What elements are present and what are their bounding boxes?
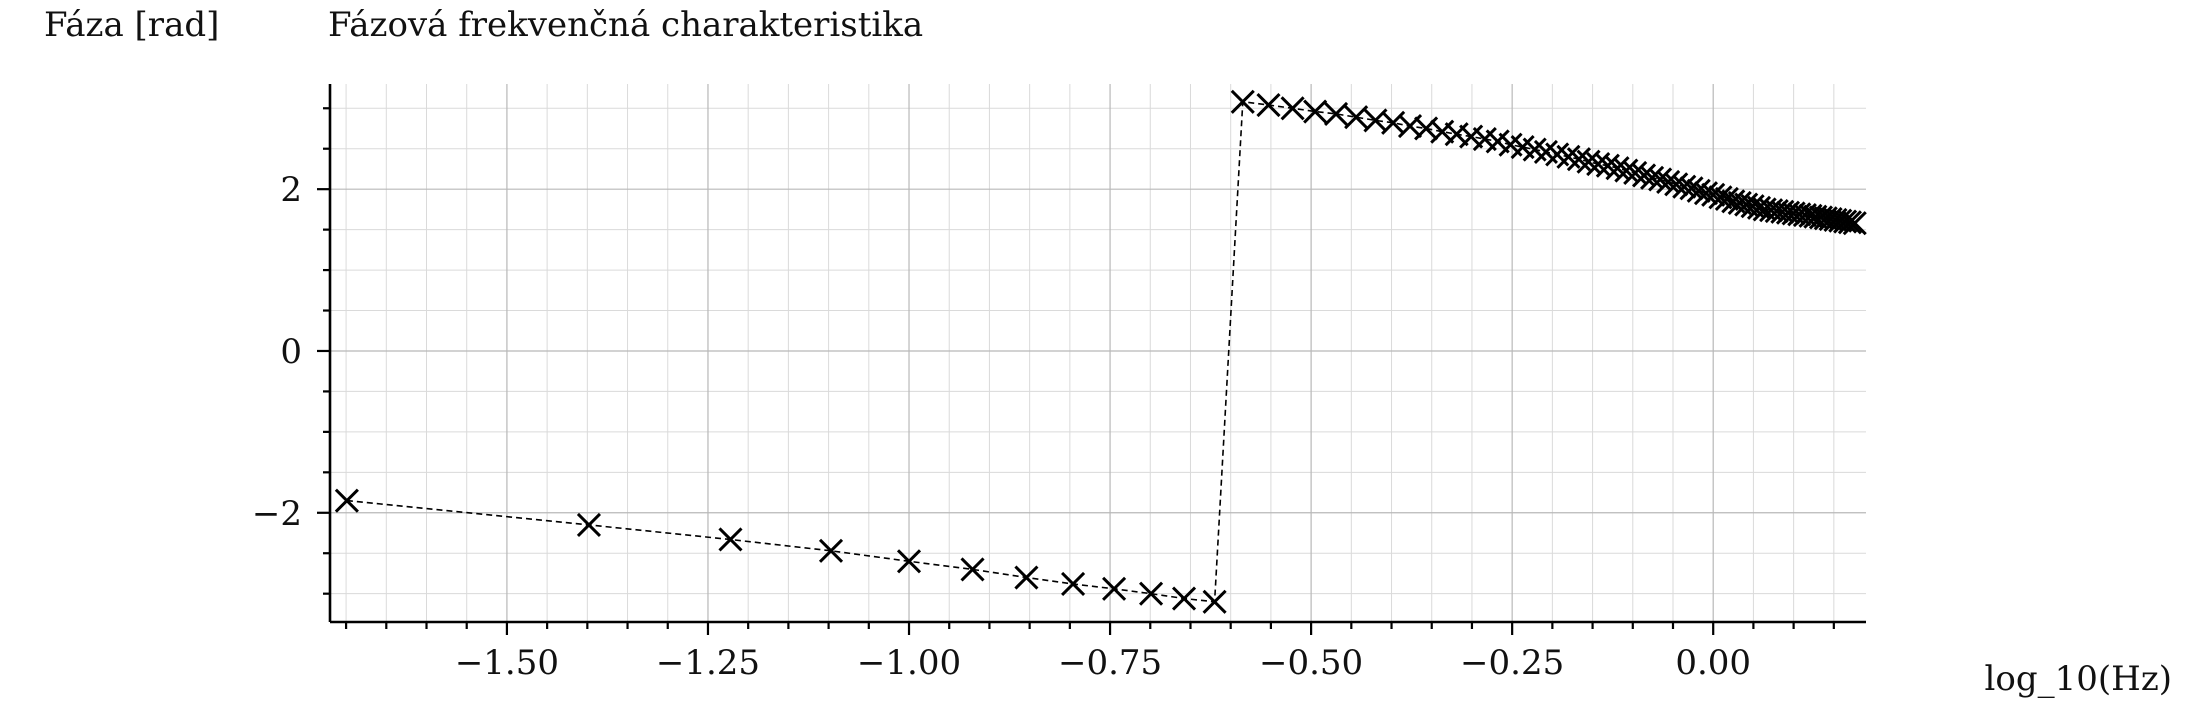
data-point-marker: [1693, 181, 1719, 206]
data-point-marker: [1823, 207, 1848, 232]
data-point-marker: [1631, 163, 1657, 188]
data-point-marker: [1640, 165, 1665, 190]
data-point-marker: [1280, 96, 1305, 121]
data-point-marker: [1344, 105, 1369, 130]
data-point-marker: [1256, 92, 1281, 118]
x-tick-label: −1.50: [455, 643, 559, 683]
data-point-marker: [718, 527, 743, 552]
data-point-marker: [1414, 116, 1439, 141]
chart-title: Fázová frekvenčná charakteristika: [328, 5, 923, 45]
minor-grid: [330, 84, 1866, 622]
data-point-marker: [1708, 185, 1733, 210]
data-point-marker: [1061, 571, 1086, 597]
data-point-marker: [1586, 152, 1611, 177]
data-point-marker: [1828, 208, 1853, 233]
ticks: −1.50 −1.25 −1.00 −0.75 −0.50 −0.25 0.00 −2 0 2: [252, 107, 1835, 683]
data-point-marker: [1323, 101, 1349, 126]
data-point-marker: [1171, 586, 1197, 611]
data-point-marker: [1808, 205, 1834, 230]
x-tick-label: −0.50: [1259, 643, 1363, 683]
data-point-marker: [1576, 149, 1601, 174]
data-point-marker: [1595, 153, 1620, 178]
data-point-marker: [1230, 89, 1255, 114]
data-point-marker: [1202, 589, 1227, 614]
data-point-marker: [960, 557, 985, 582]
data-point-marker: [818, 538, 844, 563]
y-tick-label: 2: [280, 170, 302, 210]
data-point-marker: [1566, 147, 1591, 172]
data-point-marker: [1686, 178, 1711, 203]
data-point-marker: [1833, 209, 1858, 234]
x-tick-label: −1.25: [656, 643, 760, 683]
data-point-marker: [1303, 99, 1328, 124]
data-point-marker: [1444, 122, 1469, 147]
data-point-marker: [1623, 160, 1648, 186]
data-point-marker: [896, 549, 922, 574]
y-tick-label: 0: [280, 332, 302, 372]
x-tick-label: −0.25: [1460, 643, 1564, 683]
data-point-marker: [334, 488, 359, 513]
data-point-marker: [1014, 565, 1039, 590]
y-axis-label: Fáza [rad]: [44, 5, 219, 45]
x-tick-label: −1.00: [857, 643, 961, 683]
series-line: [346, 100, 1855, 603]
data-point-marker: [1813, 206, 1838, 231]
data-point-marker: [1837, 210, 1862, 235]
x-tick-label: 0.00: [1675, 643, 1751, 683]
x-tick-label: −0.75: [1058, 643, 1162, 683]
data-point-marker: [1648, 167, 1673, 192]
data-point-marker: [1679, 176, 1704, 201]
data-point-marker: [1102, 576, 1127, 601]
major-grid: [330, 84, 1866, 622]
data-point-marker: [1139, 581, 1164, 606]
data-point-marker: [1672, 174, 1697, 199]
data-point-marker: [1430, 119, 1455, 144]
x-axis-label: log_10(Hz): [1985, 659, 2172, 699]
data-point-marker: [1818, 207, 1843, 232]
data-point-marker: [1714, 186, 1739, 211]
axes: [328, 84, 1866, 624]
data-point-marker: [1605, 156, 1630, 181]
data-point-marker: [1842, 211, 1867, 236]
series-group: [334, 89, 1867, 614]
data-point-marker: [1614, 158, 1639, 183]
y-tick-label: −2: [252, 494, 302, 534]
data-point-marker: [1701, 182, 1726, 207]
data-point-marker: [1656, 169, 1681, 194]
data-point-marker: [576, 512, 602, 537]
data-point-marker: [1664, 172, 1689, 197]
